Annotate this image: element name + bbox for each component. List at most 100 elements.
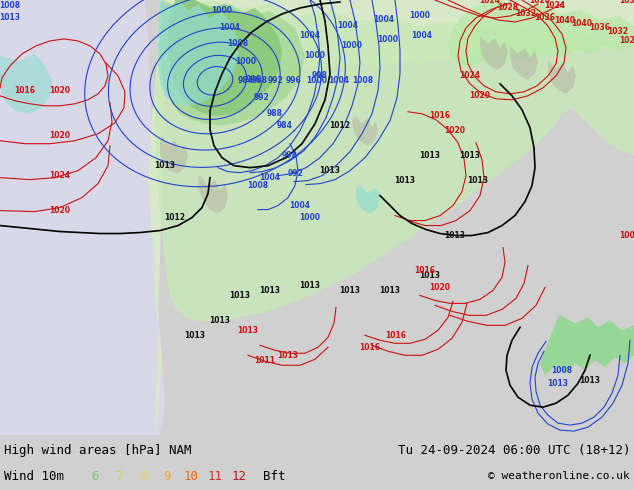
Text: 992: 992 — [287, 169, 303, 178]
Text: © weatheronline.co.uk: © weatheronline.co.uk — [488, 471, 630, 481]
Text: Wind 10m: Wind 10m — [4, 469, 64, 483]
Text: 1004: 1004 — [299, 31, 321, 41]
Text: 1013: 1013 — [420, 151, 441, 160]
Text: 998: 998 — [312, 72, 328, 80]
Polygon shape — [160, 0, 305, 126]
Text: 1000: 1000 — [377, 35, 399, 45]
Text: 1004: 1004 — [373, 16, 394, 24]
Text: 1013: 1013 — [259, 286, 280, 295]
Text: 8: 8 — [139, 469, 146, 483]
Text: 988: 988 — [252, 76, 268, 85]
Text: 1008: 1008 — [0, 1, 20, 10]
Text: 1013: 1013 — [579, 376, 600, 385]
Polygon shape — [540, 316, 634, 375]
Text: 1000: 1000 — [299, 213, 321, 222]
Text: 1024: 1024 — [545, 1, 566, 10]
Text: 1013: 1013 — [380, 286, 401, 295]
Text: 1020: 1020 — [429, 283, 451, 292]
Text: 1020: 1020 — [470, 91, 491, 100]
Text: 1000: 1000 — [304, 51, 325, 60]
Text: 1000: 1000 — [342, 42, 363, 50]
Text: 1020: 1020 — [529, 0, 550, 5]
Polygon shape — [148, 0, 634, 435]
Text: 988: 988 — [267, 109, 283, 118]
Text: 1013: 1013 — [184, 331, 205, 340]
Polygon shape — [548, 61, 576, 94]
Text: 1000: 1000 — [235, 57, 257, 66]
Polygon shape — [480, 36, 508, 70]
Text: 1040: 1040 — [555, 17, 576, 25]
Text: 12: 12 — [231, 469, 247, 483]
Text: 1012: 1012 — [164, 213, 186, 222]
Text: 1013: 1013 — [209, 316, 231, 325]
Text: 10: 10 — [183, 469, 198, 483]
Text: 1024: 1024 — [479, 0, 500, 5]
Text: 1008: 1008 — [552, 366, 573, 375]
Text: 1020: 1020 — [619, 36, 634, 46]
Text: 1012: 1012 — [330, 121, 351, 130]
Polygon shape — [356, 186, 380, 214]
Text: 1000: 1000 — [410, 11, 430, 21]
Text: 1013: 1013 — [320, 166, 340, 175]
Text: 1028: 1028 — [498, 3, 519, 12]
Text: 1013: 1013 — [420, 271, 441, 280]
Text: 1008: 1008 — [247, 181, 269, 190]
Text: 1020: 1020 — [49, 206, 70, 215]
Text: 1004: 1004 — [219, 24, 240, 32]
Text: 984: 984 — [277, 121, 293, 130]
Text: 1000: 1000 — [212, 6, 233, 16]
Text: 1013: 1013 — [548, 379, 569, 388]
Polygon shape — [352, 116, 378, 146]
Text: 9: 9 — [163, 469, 171, 483]
Text: 1013: 1013 — [238, 326, 259, 335]
Text: 1004: 1004 — [290, 201, 311, 210]
Text: 1004: 1004 — [411, 31, 432, 41]
Text: High wind areas [hPa] NAM: High wind areas [hPa] NAM — [4, 443, 191, 457]
Text: 1016: 1016 — [359, 343, 380, 352]
Text: 1016: 1016 — [415, 266, 436, 275]
Polygon shape — [198, 175, 228, 214]
Polygon shape — [158, 0, 238, 106]
Polygon shape — [168, 0, 282, 116]
Text: 992: 992 — [268, 76, 284, 85]
Text: 1036: 1036 — [534, 13, 555, 23]
Polygon shape — [0, 0, 165, 435]
Text: 1004: 1004 — [337, 22, 358, 30]
Text: 1020: 1020 — [49, 86, 70, 96]
Text: 1004: 1004 — [328, 76, 349, 85]
Text: 996: 996 — [246, 75, 262, 84]
Text: 1013: 1013 — [278, 351, 299, 360]
Text: 1004: 1004 — [259, 173, 280, 182]
Text: 1020: 1020 — [49, 131, 70, 140]
Polygon shape — [0, 54, 52, 114]
Text: 1040: 1040 — [571, 20, 593, 28]
Polygon shape — [448, 0, 634, 68]
Text: 1013: 1013 — [339, 286, 361, 295]
Text: 1032: 1032 — [607, 27, 628, 36]
Text: 1016: 1016 — [15, 86, 36, 96]
Text: 1013: 1013 — [299, 281, 321, 290]
Text: 1013: 1013 — [394, 176, 415, 185]
Polygon shape — [160, 136, 188, 173]
Text: 1013: 1013 — [230, 291, 250, 300]
Text: 1016: 1016 — [429, 111, 451, 120]
Text: 1008: 1008 — [619, 231, 634, 240]
Text: 1016: 1016 — [385, 331, 406, 340]
Text: Bft: Bft — [263, 469, 285, 483]
Text: 11: 11 — [207, 469, 223, 483]
Text: 1008: 1008 — [352, 76, 373, 85]
Text: 1013: 1013 — [444, 231, 465, 240]
Text: 7: 7 — [115, 469, 123, 483]
Text: 1036: 1036 — [590, 24, 611, 32]
Polygon shape — [155, 0, 634, 321]
Text: 1013: 1013 — [460, 151, 481, 160]
Text: 1020: 1020 — [444, 126, 465, 135]
Text: 1032: 1032 — [515, 9, 536, 19]
Text: 996: 996 — [286, 76, 302, 85]
Text: 992: 992 — [254, 93, 270, 102]
Text: 1013: 1013 — [467, 176, 489, 185]
Text: 1030: 1030 — [619, 0, 634, 5]
Text: 998: 998 — [282, 151, 298, 160]
Text: Tu 24-09-2024 06:00 UTC (18+12): Tu 24-09-2024 06:00 UTC (18+12) — [398, 443, 630, 457]
Text: 1024: 1024 — [460, 72, 481, 80]
